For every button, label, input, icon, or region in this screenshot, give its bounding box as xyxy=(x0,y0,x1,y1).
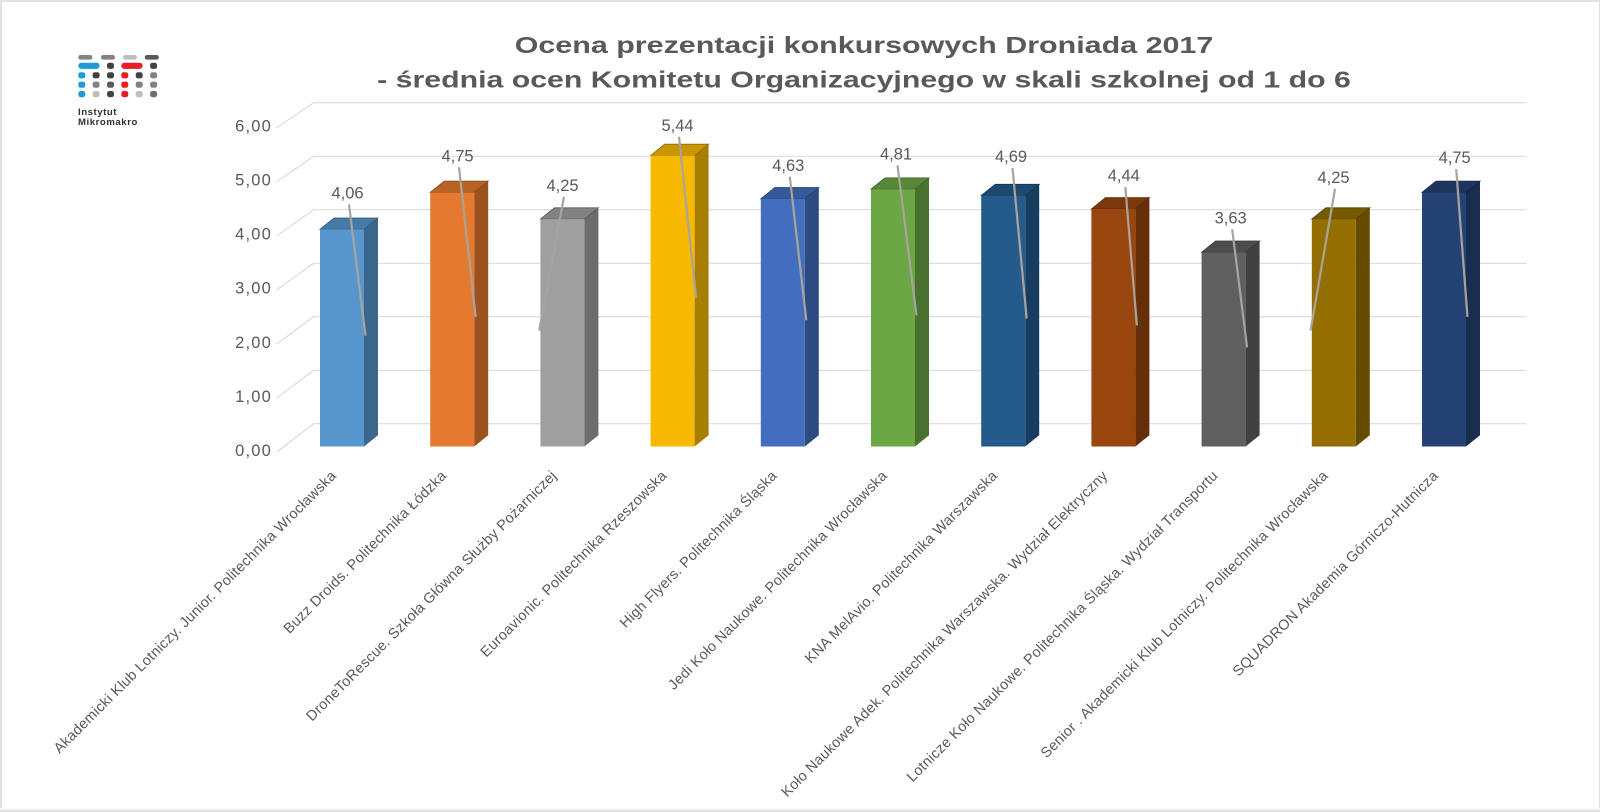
svg-text:4,69: 4,69 xyxy=(995,148,1027,166)
svg-text:4,44: 4,44 xyxy=(1108,167,1140,185)
svg-text:Mikromakro: Mikromakro xyxy=(78,117,138,128)
svg-text:5,00: 5,00 xyxy=(235,172,272,190)
svg-text:4,81: 4,81 xyxy=(880,145,912,163)
svg-text:Ocena prezentacji konkursowych: Ocena prezentacji konkursowych Droniada … xyxy=(515,32,1214,58)
svg-text:4,75: 4,75 xyxy=(441,147,473,165)
svg-text:- średnia ocen Komitetu Organi: - średnia ocen Komitetu Organizacyjnego … xyxy=(377,67,1351,93)
svg-text:Instytut: Instytut xyxy=(78,107,117,118)
svg-text:4,25: 4,25 xyxy=(1317,169,1349,187)
svg-text:3,00: 3,00 xyxy=(235,280,272,298)
svg-text:0,00: 0,00 xyxy=(235,442,272,460)
svg-text:5,44: 5,44 xyxy=(661,117,693,135)
svg-text:DroneToRescue. Szkoła Główna S: DroneToRescue. Szkoła Główna Służby Poża… xyxy=(304,468,561,725)
svg-text:Jedi Koło Naukowe. Politechnik: Jedi Koło Naukowe. Politechnika Wrocławs… xyxy=(665,468,891,694)
svg-text:6,00: 6,00 xyxy=(235,118,272,136)
svg-text:4,06: 4,06 xyxy=(331,185,363,203)
svg-text:KNA MelAvio. Politechnika Wars: KNA MelAvio. Politechnika Warszawska xyxy=(802,468,1001,667)
svg-text:3,63: 3,63 xyxy=(1215,209,1247,227)
svg-text:Euroavionic. Politechnika Rzes: Euroavionic. Politechnika Rzeszowska xyxy=(478,468,671,661)
svg-text:2,00: 2,00 xyxy=(235,334,272,352)
svg-text:4,63: 4,63 xyxy=(772,157,804,175)
svg-text:4,75: 4,75 xyxy=(1439,149,1471,167)
svg-text:4,00: 4,00 xyxy=(235,226,272,244)
svg-text:1,00: 1,00 xyxy=(235,388,272,406)
svg-text:4,25: 4,25 xyxy=(546,177,578,195)
svg-text:SQUADRON Akademia Górniczo-Hut: SQUADRON Akademia Górniczo-Hutnicza xyxy=(1230,468,1442,680)
